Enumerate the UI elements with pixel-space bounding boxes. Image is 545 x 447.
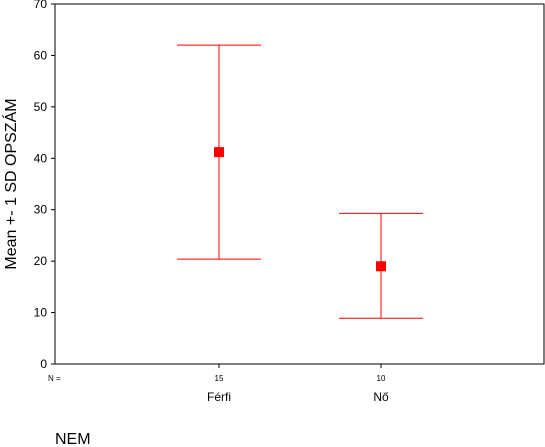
y-tick-label: 70 [34, 0, 48, 11]
n-count-label: 10 [377, 374, 386, 383]
y-tick-label: 20 [34, 254, 48, 268]
y-tick-label: 0 [40, 357, 47, 371]
y-tick-label: 50 [34, 100, 48, 114]
mean-marker [376, 261, 386, 272]
mean-marker [214, 147, 224, 158]
n-prefix-label: N = [48, 374, 61, 383]
data-marks [177, 44, 423, 319]
n-count-label: 15 [215, 374, 224, 383]
y-tick-label: 30 [34, 203, 48, 217]
category-label: Férfi [207, 390, 231, 404]
category-label: Nő [373, 390, 389, 404]
y-axis-title: Mean +- 1 SD OPSZÁM [1, 98, 20, 269]
x-axis: 15 Férfi 10 Nő [207, 364, 389, 404]
y-tick-label: 10 [34, 306, 48, 320]
y-tick-label: 40 [34, 151, 48, 165]
plot-frame [54, 3, 545, 365]
y-axis: 0 10 20 30 40 50 60 70 [34, 0, 55, 371]
x-axis-title: NEM [55, 431, 91, 447]
y-tick-label: 60 [34, 48, 48, 62]
